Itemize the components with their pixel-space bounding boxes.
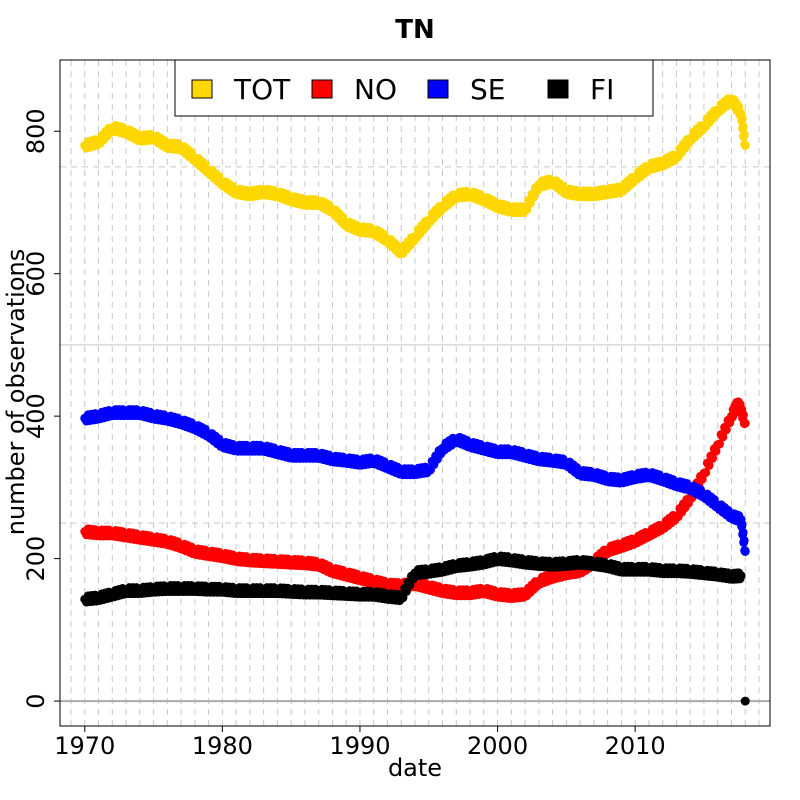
y-tick-label: 800 [22, 108, 50, 154]
data-point [737, 113, 747, 123]
data-point [740, 696, 750, 706]
data-point [740, 546, 750, 556]
reference-lines [60, 166, 770, 703]
x-axis-label: date [388, 754, 442, 782]
data-point [704, 460, 714, 470]
x-tick-label: 1970 [54, 732, 115, 760]
series-no [80, 397, 750, 603]
data-point [736, 571, 746, 581]
legend-label-no: NO [354, 73, 397, 106]
series-fi [80, 551, 750, 706]
y-tick-label: 600 [22, 251, 50, 297]
x-tick-label: 1990 [329, 732, 390, 760]
y-tick-label: 400 [22, 393, 50, 439]
legend-label-tot: TOT [233, 73, 291, 106]
legend-swatch-tot [191, 79, 213, 99]
data-point [739, 535, 749, 545]
y-tick-label: 200 [22, 536, 50, 582]
data-points [80, 94, 750, 706]
legend-swatch-fi [547, 79, 569, 99]
y-tick-label: 0 [22, 693, 50, 708]
legend-label-se: SE [470, 73, 505, 106]
legend-swatch-se [427, 79, 449, 99]
data-point [721, 425, 731, 435]
y-axis-label: number of observations [2, 249, 30, 536]
series-se [80, 405, 750, 556]
grid-layer [70, 60, 760, 726]
data-point [738, 527, 748, 537]
x-tick-label: 1980 [192, 732, 253, 760]
data-point [701, 468, 711, 478]
legend-swatch-no [311, 79, 333, 99]
legend: TOT NO SE FI [174, 59, 654, 117]
data-point [708, 453, 718, 463]
series-tot [80, 94, 750, 259]
chart-title: TN [395, 15, 435, 45]
axis-ticks: 1970 1980 1990 2000 2010 0 200 400 600 800 [22, 108, 666, 760]
legend-label-fi: FI [590, 73, 614, 106]
data-point [740, 418, 750, 428]
legend-box [174, 59, 654, 117]
data-point [737, 519, 747, 529]
data-point [740, 140, 750, 150]
x-tick-label: 2000 [467, 732, 528, 760]
data-point [714, 439, 724, 449]
x-tick-label: 2010 [605, 732, 666, 760]
data-point [739, 129, 749, 139]
data-point [718, 432, 728, 442]
data-point [738, 121, 748, 131]
data-point [739, 410, 749, 420]
